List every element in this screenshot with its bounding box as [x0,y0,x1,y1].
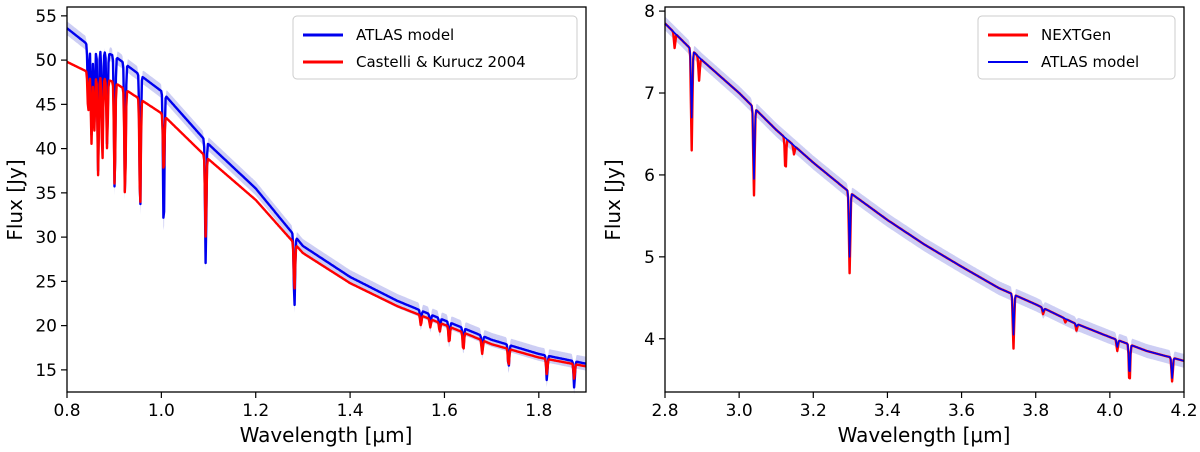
chart-right-yticks: 4 5 6 7 8 [644,2,665,350]
chart-left-series-1 [66,60,587,380]
chart-left-legend: ATLAS model Castelli & Kurucz 2004 [292,15,578,80]
chart-right-frame [664,6,1185,393]
chart-left-ytick-label: 35 [35,184,57,204]
chart-left-xtick-label: 1.2 [242,401,269,421]
chart-right-xtick-label: 2.8 [651,401,678,421]
chart-left-xtick-label: 0.8 [53,401,80,421]
chart-right-legend: NEXTGen ATLAS model [977,15,1176,80]
chart-left-yticks: 15 20 25 30 35 40 45 50 55 [35,7,67,381]
chart-right-xtick-label: 3.8 [1022,401,1049,421]
chart-right-xtick-label: 4.2 [1170,401,1197,421]
chart-right-ytick-label: 7 [644,84,655,104]
chart-left-ytick-label: 40 [35,140,57,160]
chart-left-ytick-label: 20 [35,317,57,337]
chart-left-ytick-label: 50 [35,51,57,71]
chart-left-frame [66,6,587,393]
chart-left-ytick-label: 25 [35,272,57,292]
chart-right-ytick-label: 4 [644,330,655,350]
chart-left-ylabel: Flux [Jy] [3,159,27,240]
chart-right-xtick-label: 4.0 [1096,401,1123,421]
chart-left-xlabel: Wavelength [μm] [240,423,413,447]
chart-right-legend-label-atlas: ATLAS model [1041,53,1139,71]
chart-left-legend-label-castelli: Castelli & Kurucz 2004 [356,53,526,71]
chart-right-xtick-label: 3.4 [874,401,901,421]
chart-right-ytick-label: 5 [644,248,655,268]
chart-right-ytick-label: 6 [644,166,655,186]
chart-right-xticks: 2.8 3.0 3.2 3.4 3.6 3.8 4.0 4.2 [651,392,1198,421]
chart-left-xtick-label: 1.6 [431,401,458,421]
chart-right-ytick-label: 8 [644,2,655,22]
chart-right-xtick-label: 3.6 [948,401,975,421]
chart-left-ytick-label: 30 [35,228,57,248]
chart-left-legend-label-atlas: ATLAS model [356,26,454,44]
chart-right-ylabel: Flux [Jy] [601,159,625,240]
chart-right: 2.8 3.0 3.2 3.4 3.6 3.8 4.0 4.2 4 5 6 7 8 Wavelengt… [601,2,1198,447]
chart-right-xlabel: Wavelength [μm] [838,423,1011,447]
chart-right-legend-label-nextgen: NEXTGen [1041,26,1111,44]
chart-left-ytick-label: 45 [35,95,57,115]
chart-left-lines [66,27,587,389]
chart-left-series-0 [66,27,587,389]
chart-left-ytick-label: 15 [35,361,57,381]
chart-left-xtick-label: 1.8 [525,401,552,421]
chart-right-lines [664,22,1185,383]
chart-left-xtick-label: 1.0 [148,401,175,421]
chart-left-ytick-label: 55 [35,7,57,27]
chart-left: 0.8 1.0 1.2 1.4 1.6 1.8 15 20 25 30 35 40 45 50 55 Wa… [3,6,587,447]
chart-left-legend-box [292,15,578,80]
chart-right-legend-box [977,15,1176,80]
chart-right-xtick-label: 3.2 [800,401,827,421]
chart-right-series-1 [664,22,1185,379]
chart-right-xtick-label: 3.0 [726,401,753,421]
chart-left-xticks: 0.8 1.0 1.2 1.4 1.6 1.8 [53,392,552,421]
chart-left-xtick-label: 1.4 [337,401,364,421]
